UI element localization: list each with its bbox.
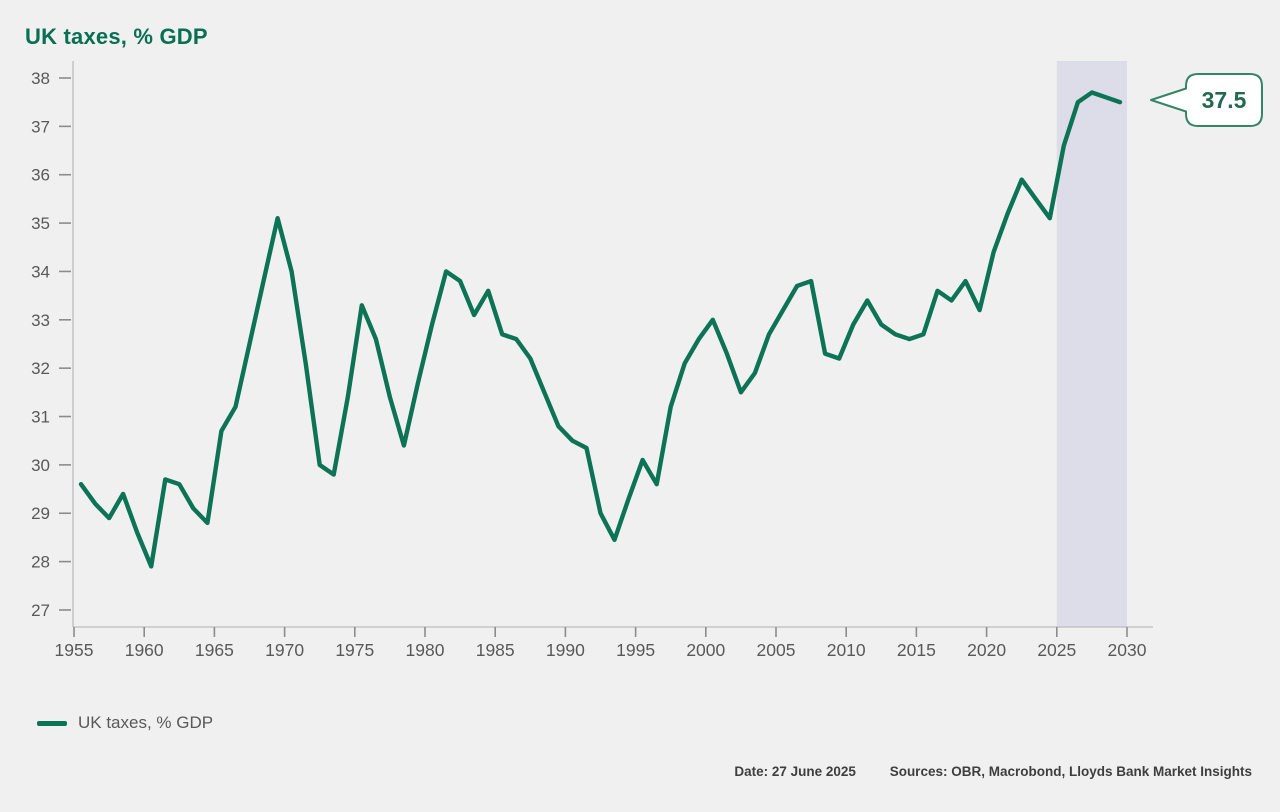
y-tick-label: 28	[31, 553, 50, 572]
footnote: Date: 27 June 2025 Sources: OBR, Macrobo…	[734, 764, 1252, 779]
y-tick-label: 38	[31, 69, 50, 88]
x-tick-label: 2010	[827, 640, 866, 660]
y-tick-label: 34	[31, 262, 50, 281]
x-tick-label: 2025	[1037, 640, 1076, 660]
forecast-band	[1056, 61, 1127, 627]
y-tick-label: 27	[31, 601, 50, 620]
callout-bubble	[1150, 73, 1263, 127]
y-tick-label: 35	[31, 214, 50, 233]
x-tick-label: 2000	[686, 640, 725, 660]
x-tick-label: 2020	[967, 640, 1006, 660]
x-tick-label: 1970	[265, 640, 304, 660]
x-tick-label: 1960	[125, 640, 164, 660]
legend: UK taxes, % GDP	[37, 713, 213, 733]
y-tick-label: 33	[31, 311, 50, 330]
footnote-sources: Sources: OBR, Macrobond, Lloyds Bank Mar…	[889, 764, 1252, 779]
y-tick-label: 36	[31, 166, 50, 185]
chart-generated-layer: 27 28 29 30 31 32 33 34 35 36 37 38 1955 1960 1965 1970…	[31, 61, 1153, 660]
x-tick-label: 1985	[476, 640, 515, 660]
x-tick-label: 1975	[335, 640, 374, 660]
x-tick-label: 1980	[406, 640, 445, 660]
y-tick-label: 29	[31, 504, 50, 523]
legend-label: UK taxes, % GDP	[78, 713, 214, 732]
chart-title: UK taxes, % GDP	[25, 24, 208, 49]
y-tick-label: 31	[31, 408, 50, 427]
y-tick-label: 32	[31, 359, 50, 378]
y-tick-label: 30	[31, 456, 50, 475]
x-tick-label: 2005	[757, 640, 796, 660]
x-tick-label: 1955	[55, 640, 94, 660]
legend-line-swatch	[37, 720, 67, 726]
x-tick-label: 1990	[546, 640, 585, 660]
x-tick-label: 1965	[195, 640, 234, 660]
callout-value: 37.5	[1202, 87, 1247, 113]
x-tick-label: 1995	[616, 640, 655, 660]
x-tick-label: 2015	[897, 640, 936, 660]
x-tick-label: 2030	[1108, 640, 1147, 660]
footnote-date: Date: 27 June 2025	[734, 764, 856, 779]
series-line	[78, 90, 1123, 569]
y-tick-label: 37	[31, 117, 50, 136]
